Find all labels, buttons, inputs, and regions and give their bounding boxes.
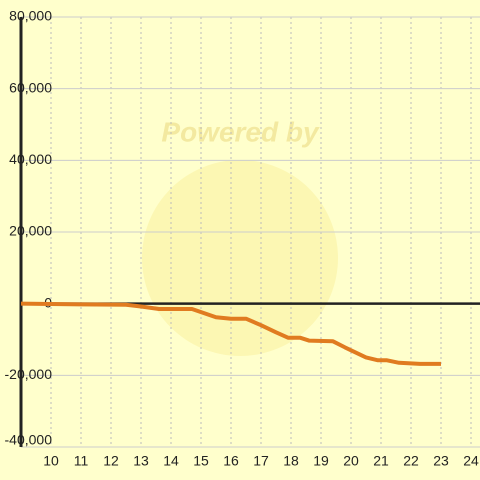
- y-tick-label: 20,000: [9, 223, 52, 239]
- x-tick-label: 24: [463, 453, 479, 469]
- x-tick-label: 16: [223, 453, 239, 469]
- y-tick-label: 40,000: [9, 151, 52, 167]
- y-tick-label: -40,000: [5, 432, 53, 448]
- x-tick-label: 13: [133, 453, 149, 469]
- x-tick-label: 17: [253, 453, 269, 469]
- x-tick-label: 11: [74, 453, 89, 469]
- y-tick-label: 80,000: [9, 8, 52, 24]
- x-tick-label: 10: [43, 453, 59, 469]
- y-tick-label: 60,000: [9, 79, 52, 95]
- watermark-logo: [142, 160, 338, 356]
- x-tick-label: 19: [313, 453, 329, 469]
- x-tick-label: 21: [373, 453, 389, 469]
- x-tick-label: 22: [403, 453, 419, 469]
- data-line: [20, 301, 441, 366]
- x-tick-label: 20: [343, 453, 359, 469]
- x-tick-label: 18: [283, 453, 299, 469]
- x-tick-label: 23: [433, 453, 449, 469]
- x-tick-label: 12: [103, 453, 119, 469]
- watermark: Powered by: [161, 116, 320, 147]
- x-tick-label: 14: [163, 453, 179, 469]
- y-tick-label: -20,000: [5, 366, 53, 382]
- x-tick-label: 15: [193, 453, 209, 469]
